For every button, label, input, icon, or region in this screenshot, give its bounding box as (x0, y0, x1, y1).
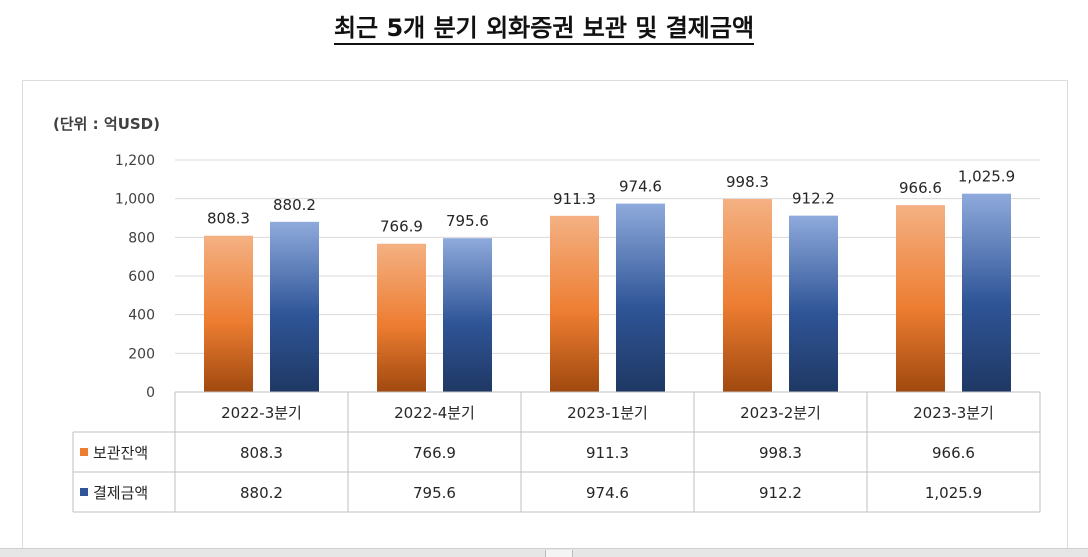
table-cell-value: 795.6 (413, 484, 456, 502)
y-tick-label: 1,200 (115, 153, 155, 169)
y-tick-label: 1,000 (115, 192, 155, 208)
bar-storage (896, 205, 945, 392)
y-tick-label: 400 (128, 308, 155, 324)
legend-key (80, 488, 88, 496)
data-label: 808.3 (207, 210, 250, 228)
scrollbar-thumb[interactable] (545, 550, 573, 557)
data-label: 880.2 (273, 196, 316, 214)
table-cell-value: 974.6 (586, 484, 629, 502)
y-tick-label: 600 (128, 269, 155, 285)
y-tick-label: 0 (146, 385, 155, 401)
table-cell-value: 966.6 (932, 444, 975, 462)
data-label: 912.2 (792, 190, 835, 208)
bar-storage (204, 235, 253, 392)
series-name: 보관잔액 (93, 444, 148, 462)
page-title: 최근 5개 분기 외화증권 보관 및 결제금액 (0, 8, 1088, 45)
data-label: 1,025.9 (958, 168, 1015, 186)
data-label: 795.6 (446, 212, 489, 230)
category-label: 2022-3분기 (221, 404, 302, 422)
table-cell-value: 880.2 (240, 484, 283, 502)
bar-storage (550, 215, 599, 392)
table-cell-value: 1,025.9 (925, 484, 982, 502)
category-label: 2023-2분기 (740, 404, 821, 422)
legend-key (80, 448, 88, 456)
data-label: 998.3 (726, 173, 769, 191)
chart-panel (22, 80, 1068, 552)
bar-settlement (270, 221, 319, 392)
bar-settlement (789, 215, 838, 392)
table-cell-value: 808.3 (240, 444, 283, 462)
unit-label: (단위 : 억USD) (53, 115, 160, 133)
data-label: 766.9 (380, 218, 423, 236)
table-cell-value: 766.9 (413, 444, 456, 462)
bar-settlement (962, 193, 1011, 392)
data-label: 966.6 (899, 179, 942, 197)
table-cell-value: 912.2 (759, 484, 802, 502)
page-title-text: 최근 5개 분기 외화증권 보관 및 결제금액 (333, 14, 755, 45)
data-label: 911.3 (553, 190, 596, 208)
bar-settlement (443, 238, 492, 392)
category-label: 2023-3분기 (913, 404, 994, 422)
data-label: 974.6 (619, 178, 662, 196)
category-label: 2022-4분기 (394, 404, 475, 422)
horizontal-scrollbar[interactable] (0, 548, 1088, 557)
series-name: 결제금액 (93, 484, 148, 502)
category-label: 2023-1분기 (567, 404, 648, 422)
bar-storage (377, 243, 426, 392)
table-cell-value: 911.3 (586, 444, 629, 462)
table-cell-value: 998.3 (759, 444, 802, 462)
y-tick-label: 800 (128, 230, 155, 246)
y-tick-label: 200 (128, 346, 155, 362)
bar-settlement (616, 203, 665, 392)
bar-storage (723, 198, 772, 392)
